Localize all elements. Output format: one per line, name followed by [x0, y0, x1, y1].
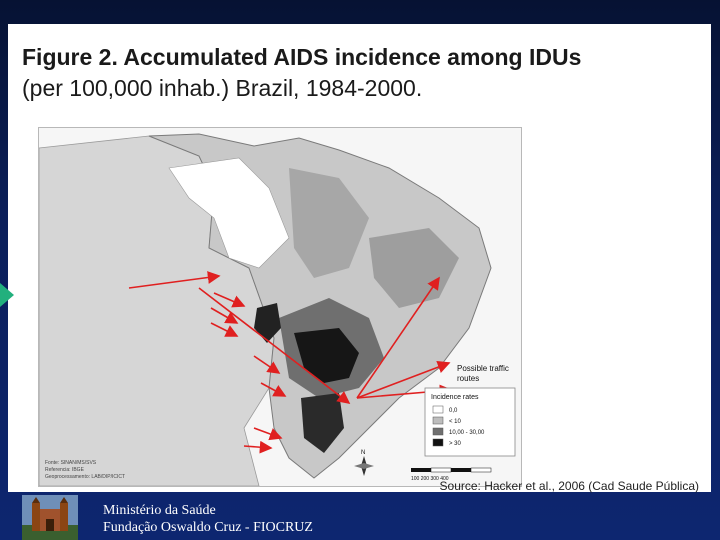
region-zero-incidence [168, 157, 290, 269]
legend-swatch-0 [432, 405, 444, 414]
traffic-arrow [253, 427, 283, 441]
legend-label-2: 10,00 - 30,00 [449, 430, 485, 436]
traffic-arrow [210, 322, 239, 337]
title-bold: Figure 2. Accumulated AIDS incidence amo… [22, 44, 582, 70]
castle-illustration [22, 495, 78, 540]
traffic-label-line2: routes [457, 374, 479, 383]
region-low-incidence [289, 168, 369, 278]
region-high-incidence-south [301, 393, 344, 453]
traffic-arrow [260, 382, 287, 397]
traffic-arrow [356, 361, 451, 399]
map-credit-line2: Referencia: IBGE [45, 467, 85, 473]
legend-title: Incidence rates [431, 394, 479, 401]
legend-swatch-3 [432, 438, 444, 447]
legend-label-3: > 30 [449, 441, 462, 447]
region-high-incidence [294, 328, 359, 383]
fiocruz-castle-image [22, 495, 78, 540]
slide-title: Figure 2. Accumulated AIDS incidence amo… [22, 42, 702, 104]
traffic-arrow [243, 440, 273, 454]
scale-bar-label: 100 200 300 400 [411, 476, 449, 482]
legend-label-1: < 10 [449, 419, 462, 425]
map-legend: Incidence rates 0,0 < 10 10,00 - 30,00 >… [424, 387, 516, 457]
traffic-arrow [356, 276, 440, 399]
traffic-arrow [128, 271, 221, 289]
map-credit-line1: Fonte: SINAN/MS/SVS [45, 460, 97, 466]
map-credit-line3: Geoprocessamento: LAB/DIP/ICICT [45, 474, 125, 480]
footer-text: Ministério da Saúde Fundação Oswaldo Cru… [103, 502, 313, 536]
traffic-arrow [210, 307, 239, 324]
slide-nav-marker-icon [0, 283, 14, 307]
traffic-arrow [198, 287, 351, 404]
traffic-route-arrows [128, 271, 453, 454]
legend-swatch-1 [432, 416, 444, 425]
compass-north-label: N [361, 450, 365, 456]
legend-swatch-2 [432, 427, 444, 436]
traffic-label-line1: Possible traffic [457, 364, 509, 373]
legend-label-0: 0,0 [449, 408, 458, 414]
map-svg: Possible traffic routes Incidence rates … [39, 128, 521, 486]
slide-panel: Figure 2. Accumulated AIDS incidence amo… [8, 24, 711, 493]
region-high-incidence-west [254, 303, 281, 343]
scale-bar: 100 200 300 400 [411, 467, 492, 482]
traffic-arrow [213, 292, 246, 308]
footer-ministry: Ministério da Saúde [103, 503, 216, 518]
traffic-arrow [253, 355, 281, 374]
footer-fiocruz: Fundação Oswaldo Cruz - FIOCRUZ [103, 520, 313, 535]
compass-rose-icon: N [354, 450, 374, 476]
title-subtitle: (per 100,000 inhab.) Brazil, 1984-2000. [22, 75, 423, 101]
brazil-idu-aids-map: Possible traffic routes Incidence rates … [38, 127, 522, 487]
source-citation: Source: Hacker et al., 2006 (Cad Saude P… [439, 479, 699, 493]
